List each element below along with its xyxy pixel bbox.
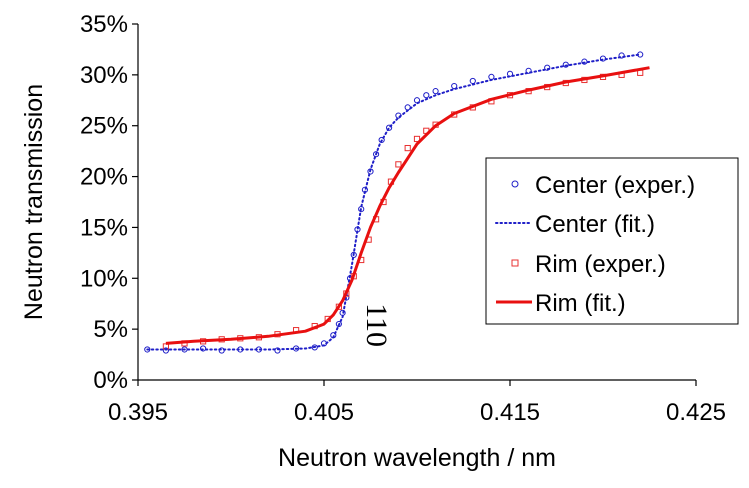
y-tick-label: 0% — [93, 367, 128, 394]
y-ticks: 0% 5% 10% 15% 20% 25% 30% 35% — [80, 11, 138, 394]
center-exper-point — [274, 347, 281, 354]
center-exper-point — [386, 124, 393, 131]
legend-rim-exper-label: Rim (exper.) — [535, 251, 666, 278]
rim-exper-point — [404, 144, 411, 152]
center-exper-point — [423, 92, 430, 99]
x-tick-label: 0.395 — [108, 399, 168, 426]
x-tick-label: 0.405 — [294, 399, 354, 426]
legend-entries: Center (exper.) Center (fit.) Rim (exper.)… — [495, 172, 695, 317]
center-exper-point — [144, 346, 151, 353]
center-exper-point — [432, 88, 439, 95]
center-exper-point — [488, 73, 495, 80]
legend-center-exper-label: Center (exper.) — [535, 172, 695, 199]
x-tick-label: 0.415 — [480, 399, 540, 426]
center-exper-point — [311, 344, 318, 351]
center-exper-point — [451, 82, 458, 90]
y-tick-label: 15% — [80, 214, 128, 241]
legend-box — [485, 157, 739, 325]
legend-rim-fit-label: Rim (fit.) — [535, 290, 626, 317]
center-exper-point — [218, 347, 225, 354]
rim-exper-point — [413, 135, 421, 143]
x-axis-title: Neutron wavelength / nm — [278, 444, 556, 472]
plot-series — [144, 51, 650, 354]
y-tick-label: 10% — [80, 265, 128, 292]
x-tick-label: 0.425 — [666, 399, 726, 426]
center-exper-point — [335, 320, 342, 328]
y-tick-label: 30% — [80, 62, 128, 89]
rim-exper-point — [395, 161, 402, 168]
y-tick-label: 35% — [80, 11, 128, 38]
center-exper-point — [562, 61, 569, 68]
center-exper-point — [618, 52, 625, 59]
legend-rim-exper-marker — [511, 259, 519, 267]
legend-center-fit-label: Center (fit.) — [535, 211, 655, 238]
x-ticks: 0.395 0.405 0.415 0.425 — [108, 380, 726, 426]
center-exper-point — [200, 345, 207, 352]
rim-fit-line — [165, 66, 650, 345]
y-tick-label: 20% — [80, 164, 128, 191]
center-exper-point — [544, 64, 551, 71]
center-fit-line — [146, 53, 642, 351]
center-exper-point — [404, 104, 411, 111]
y-axis-title: Neutron transmission — [20, 84, 48, 320]
legend-center-exper-marker — [511, 180, 519, 188]
center-exper-point — [469, 77, 476, 85]
axes — [137, 24, 696, 381]
y-tick-label: 5% — [93, 316, 128, 343]
center-exper-point — [372, 151, 380, 158]
y-tick-label: 25% — [80, 113, 128, 140]
annotation-110: 110 — [360, 303, 393, 347]
legend: Center (exper.) Center (fit.) Rim (exper.)… — [485, 157, 739, 325]
center-exper-point — [525, 67, 532, 74]
center-exper-point — [162, 347, 169, 354]
